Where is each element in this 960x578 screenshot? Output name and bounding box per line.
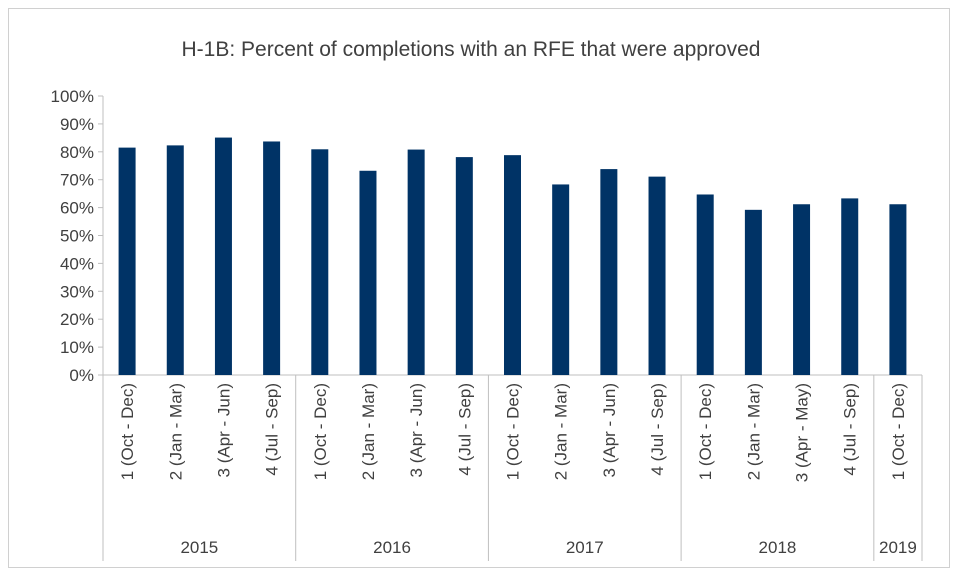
x-tick-label: 2 (Jan - Mar) — [359, 383, 378, 480]
y-tick-label: 40% — [60, 254, 94, 273]
bars — [118, 137, 907, 375]
tick-labels: 0% 10% 20% 30% 40% 50% 60% 70% 80% 90% 100% 1 (Oct … — [51, 87, 917, 557]
bar — [552, 184, 570, 375]
group-label: 2016 — [373, 538, 411, 557]
bar — [455, 157, 473, 375]
x-tick-label: 1 (Oct - Dec) — [504, 383, 523, 480]
x-tick-label: 2 (Jan - Mar) — [166, 383, 185, 480]
y-tick-label: 80% — [60, 143, 94, 162]
x-tick-label: 4 (Jul - Sep) — [648, 383, 667, 476]
x-tick-label: 4 (Jul - Sep) — [455, 383, 474, 476]
group-label: 2019 — [879, 538, 917, 557]
axis-layer — [98, 95, 923, 561]
x-tick-label: 1 (Oct - Dec) — [311, 383, 330, 480]
bar — [504, 155, 521, 375]
bar — [696, 194, 714, 375]
x-tick-label: 1 (Oct - Dec) — [696, 383, 715, 480]
x-tick-label: 3 (Apr - May) — [793, 383, 812, 482]
chart-title: H-1B: Percent of completions with an RFE… — [182, 38, 761, 61]
x-tick-label: 3 (Apr - Jun) — [214, 383, 233, 477]
y-tick-label: 60% — [60, 199, 94, 218]
bar — [311, 149, 329, 375]
x-tick-label: 4 (Jul - Sep) — [263, 383, 282, 476]
y-tick-label: 30% — [60, 282, 94, 301]
bar — [841, 198, 859, 375]
y-tick-label: 90% — [60, 115, 94, 134]
bar — [166, 145, 184, 375]
group-label: 2015 — [180, 538, 218, 557]
y-tick-label: 10% — [60, 338, 94, 357]
y-tick-label: 0% — [69, 366, 94, 385]
bar — [407, 149, 425, 375]
x-tick-label: 3 (Apr - Jun) — [600, 383, 619, 477]
bar — [889, 204, 907, 375]
y-tick-label: 50% — [60, 227, 94, 246]
y-tick-label: 70% — [60, 171, 94, 190]
x-tick-label: 2 (Jan - Mar) — [552, 383, 571, 480]
x-tick-label: 3 (Apr - Jun) — [407, 383, 426, 477]
bar — [359, 170, 377, 375]
y-tick-label: 100% — [51, 87, 94, 106]
bar — [744, 209, 762, 375]
bar — [214, 137, 232, 375]
bar — [600, 169, 618, 375]
bar — [648, 176, 666, 375]
bar-chart: H-1B: Percent of completions with an RFE… — [51, 38, 923, 561]
bar — [263, 141, 281, 375]
x-tick-label: 1 (Oct - Dec) — [889, 383, 908, 480]
group-label: 2018 — [759, 538, 797, 557]
bar — [793, 204, 811, 375]
x-tick-label: 1 (Oct - Dec) — [118, 383, 137, 480]
y-tick-label: 20% — [60, 310, 94, 329]
x-tick-label: 2 (Jan - Mar) — [744, 383, 763, 480]
x-tick-label: 4 (Jul - Sep) — [841, 383, 860, 476]
chart-frame: H-1B: Percent of completions with an RFE… — [8, 8, 950, 568]
bar — [118, 147, 136, 375]
group-label: 2017 — [566, 538, 604, 557]
